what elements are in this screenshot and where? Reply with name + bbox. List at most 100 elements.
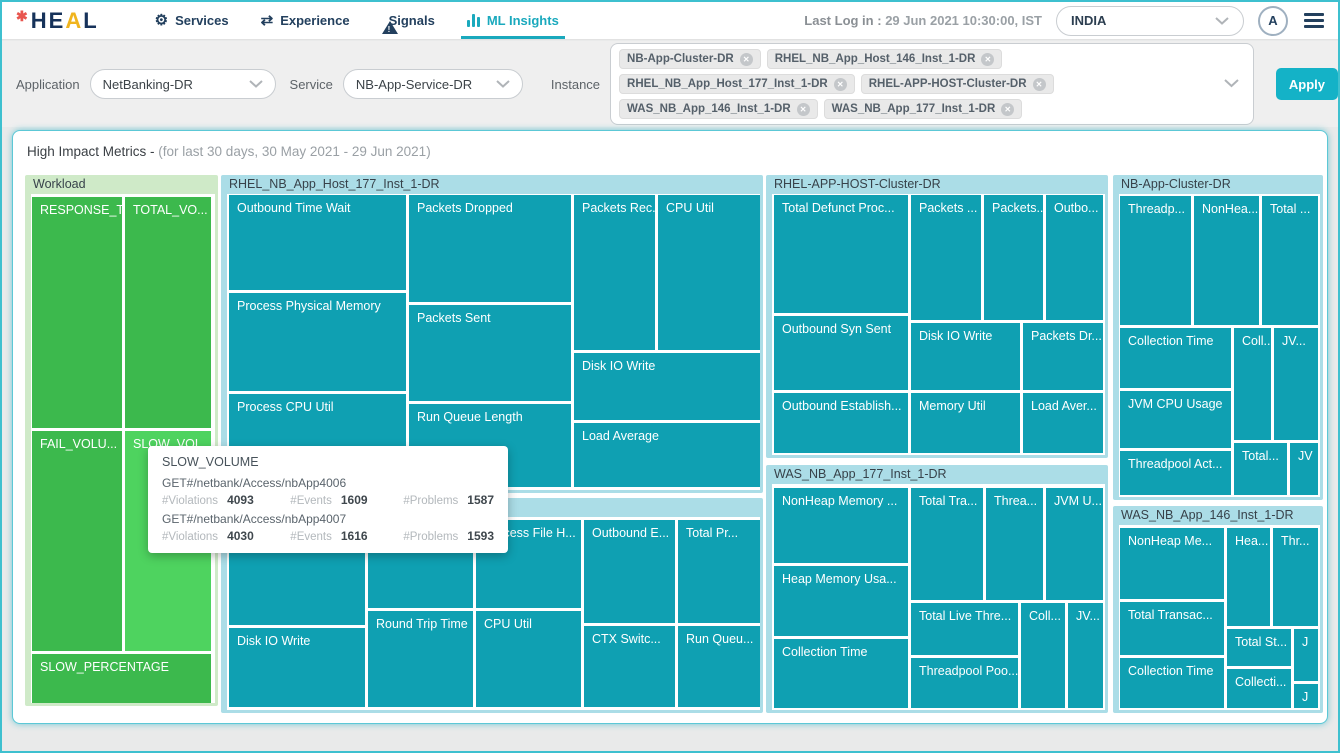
chip-remove-icon[interactable]: ✕ — [834, 78, 847, 91]
treemap-cell[interactable]: Memory Util — [911, 393, 1020, 453]
chip-remove-icon[interactable]: ✕ — [981, 53, 994, 66]
treemap-cell[interactable]: Disk IO Write — [229, 628, 365, 707]
panel-subtitle: (for last 30 days, 30 May 2021 - 29 Jun … — [158, 144, 430, 159]
tooltip-stat-value: 1593 — [467, 529, 494, 543]
main-nav: ⚙ Services ⇄Experience!Signals ML Insights — [139, 2, 575, 39]
treemap-cell[interactable]: Collection Time — [1120, 328, 1231, 388]
gear-icon: ⚙ — [155, 13, 168, 28]
region-select-value: INDIA — [1071, 13, 1106, 28]
tooltip-stat-label: #Violations — [162, 531, 218, 543]
treemap-cell[interactable]: Load Aver... — [1023, 393, 1103, 453]
treemap-cell[interactable]: Total St... — [1227, 629, 1291, 666]
chip-remove-icon[interactable]: ✕ — [797, 103, 810, 116]
treemap-cell[interactable]: Packets ... — [911, 195, 981, 320]
instance-chip-label: RHEL_NB_App_Host_177_Inst_1-DR — [627, 78, 828, 90]
treemap-cell[interactable]: Packets... — [984, 195, 1043, 320]
treemap-cell[interactable]: Threadpool Act... — [1120, 451, 1231, 495]
treemap-cell[interactable]: Collecti... — [1227, 669, 1291, 708]
treemap-cell[interactable]: NonHeap Memory ... — [774, 488, 908, 563]
treemap-cell[interactable]: CTX Switc... — [584, 626, 675, 707]
treemap-cell[interactable]: Outbound Establish... — [774, 393, 908, 453]
treemap-cell[interactable]: Threa... — [986, 488, 1043, 600]
instance-multiselect[interactable]: NB-App-Cluster-DR✕RHEL_NB_App_Host_146_I… — [610, 43, 1254, 125]
treemap-cell[interactable]: Load Average — [574, 423, 760, 487]
treemap-cell[interactable]: CPU Util — [658, 195, 760, 350]
nav-item-experience[interactable]: ⇄Experience — [245, 2, 366, 39]
treemap-cell[interactable]: Run Queu... — [678, 626, 760, 707]
treemap-cell[interactable]: JV... — [1068, 603, 1103, 708]
apply-button[interactable]: Apply — [1276, 68, 1338, 100]
user-avatar[interactable]: A — [1258, 6, 1288, 36]
nav-item-ml-insights[interactable]: ML Insights — [451, 2, 575, 39]
hamburger-menu-icon[interactable] — [1302, 9, 1326, 32]
instance-chip-label: WAS_NB_App_146_Inst_1-DR — [627, 103, 791, 115]
treemap-cell[interactable]: Outbound Time Wait — [229, 195, 406, 290]
treemap-cell[interactable]: Total ... — [1262, 196, 1318, 325]
treemap-cell[interactable]: Packets Dr... — [1023, 323, 1103, 390]
treemap-cell[interactable]: Total Live Thre... — [911, 603, 1018, 655]
treemap-cell[interactable]: Collection Time — [1120, 658, 1224, 708]
heal-logo[interactable]: ✱ HEAL — [16, 8, 99, 34]
chip-remove-icon[interactable]: ✕ — [1033, 78, 1046, 91]
treemap-cell[interactable]: Collection Time — [774, 639, 908, 708]
treemap-cell[interactable]: J — [1294, 684, 1318, 708]
treemap-cell[interactable]: Coll... — [1021, 603, 1065, 708]
treemap-cell[interactable]: RESPONSE_T... — [32, 197, 122, 428]
treemap-cell[interactable]: Disk IO Write — [911, 323, 1020, 390]
treemap-cell[interactable]: Total Transac... — [1120, 602, 1224, 655]
treemap-cell[interactable]: Packets Dropped — [409, 195, 571, 302]
treemap-cell[interactable]: J — [1294, 629, 1318, 681]
treemap-group-nb-app-cluster-dr: NB-App-Cluster-DRThreadp...NonHea...Tota… — [1113, 175, 1323, 500]
application-select[interactable]: NetBanking-DR — [90, 69, 276, 99]
treemap-cell[interactable]: JVM CPU Usage — [1120, 391, 1231, 448]
instance-chip-label: NB-App-Cluster-DR — [627, 53, 734, 65]
treemap-group-title: RHEL_NB_App_Host_177_Inst_1-DR — [229, 177, 757, 191]
treemap-cell[interactable]: JVM U... — [1046, 488, 1103, 600]
treemap-cell[interactable]: Outbound Syn Sent — [774, 316, 908, 390]
chip-remove-icon[interactable]: ✕ — [1001, 103, 1014, 116]
nav-item-label: Services — [175, 13, 229, 28]
treemap-cell[interactable]: Thr... — [1273, 528, 1318, 626]
treemap-cell[interactable]: Outbound E... — [584, 520, 675, 623]
instance-label: Instance — [551, 77, 600, 92]
treemap-cell[interactable]: SLOW_PERCENTAGE — [32, 654, 211, 703]
logo-text: HEAL — [31, 8, 99, 34]
service-select[interactable]: NB-App-Service-DR — [343, 69, 523, 99]
treemap-cell[interactable]: Total Defunct Proc... — [774, 195, 908, 313]
treemap-cell[interactable]: Outbo... — [1046, 195, 1103, 320]
chevron-down-icon[interactable] — [1224, 75, 1239, 93]
nav-item-label: ML Insights — [487, 13, 559, 28]
treemap-cell[interactable]: Threadp... — [1120, 196, 1191, 325]
filter-bar: Application NetBanking-DR Service NB-App… — [2, 41, 1338, 127]
top-nav: ✱ HEAL ⚙ Services ⇄Experience!Signals ML In… — [2, 2, 1338, 40]
chevron-down-icon — [496, 80, 510, 88]
region-select[interactable]: INDIA — [1056, 6, 1244, 36]
treemap-cell[interactable]: Disk IO Write — [574, 353, 760, 420]
high-impact-metrics-panel: High Impact Metrics - (for last 30 days,… — [12, 130, 1328, 724]
treemap-cell[interactable]: Packets Sent — [409, 305, 571, 401]
treemap-cell[interactable]: Total Pr... — [678, 520, 760, 623]
treemap-cell[interactable]: TOTAL_VO... — [125, 197, 211, 428]
treemap-cell[interactable]: JV — [1290, 443, 1318, 495]
treemap-cell[interactable]: Threadpool Poo... — [911, 658, 1018, 708]
treemap-group-title: WAS_NB_App_146_Inst_1-DR — [1121, 508, 1317, 522]
treemap-cell[interactable]: Round Trip Time — [368, 611, 473, 707]
treemap-cell[interactable]: Total Tra... — [911, 488, 983, 600]
treemap-cell[interactable]: JV... — [1274, 328, 1318, 440]
treemap-group-workload: WorkloadRESPONSE_T...TOTAL_VO...FAIL_VOL… — [25, 175, 218, 706]
tooltip-endpoint: GET#/netbank/Access/nbApp4006 — [162, 476, 494, 490]
nav-item-signals[interactable]: !Signals — [366, 2, 451, 39]
treemap-cell[interactable]: CPU Util — [476, 611, 581, 707]
treemap-cell[interactable]: Process Physical Memory — [229, 293, 406, 391]
nav-item-services[interactable]: ⚙ Services — [139, 2, 245, 39]
treemap-cell[interactable]: Packets Rec... — [574, 195, 655, 350]
treemap-cell[interactable]: FAIL_VOLU... — [32, 431, 122, 651]
treemap-cell[interactable]: Hea... — [1227, 528, 1270, 626]
treemap-cell[interactable]: Heap Memory Usa... — [774, 566, 908, 636]
app-page: ✱ HEAL ⚙ Services ⇄Experience!Signals ML In… — [0, 0, 1340, 753]
treemap-cell[interactable]: NonHea... — [1194, 196, 1259, 325]
treemap-cell[interactable]: Coll... — [1234, 328, 1271, 440]
treemap-cell[interactable]: Total... — [1234, 443, 1287, 495]
treemap-cell[interactable]: NonHeap Me... — [1120, 528, 1224, 599]
chip-remove-icon[interactable]: ✕ — [740, 53, 753, 66]
